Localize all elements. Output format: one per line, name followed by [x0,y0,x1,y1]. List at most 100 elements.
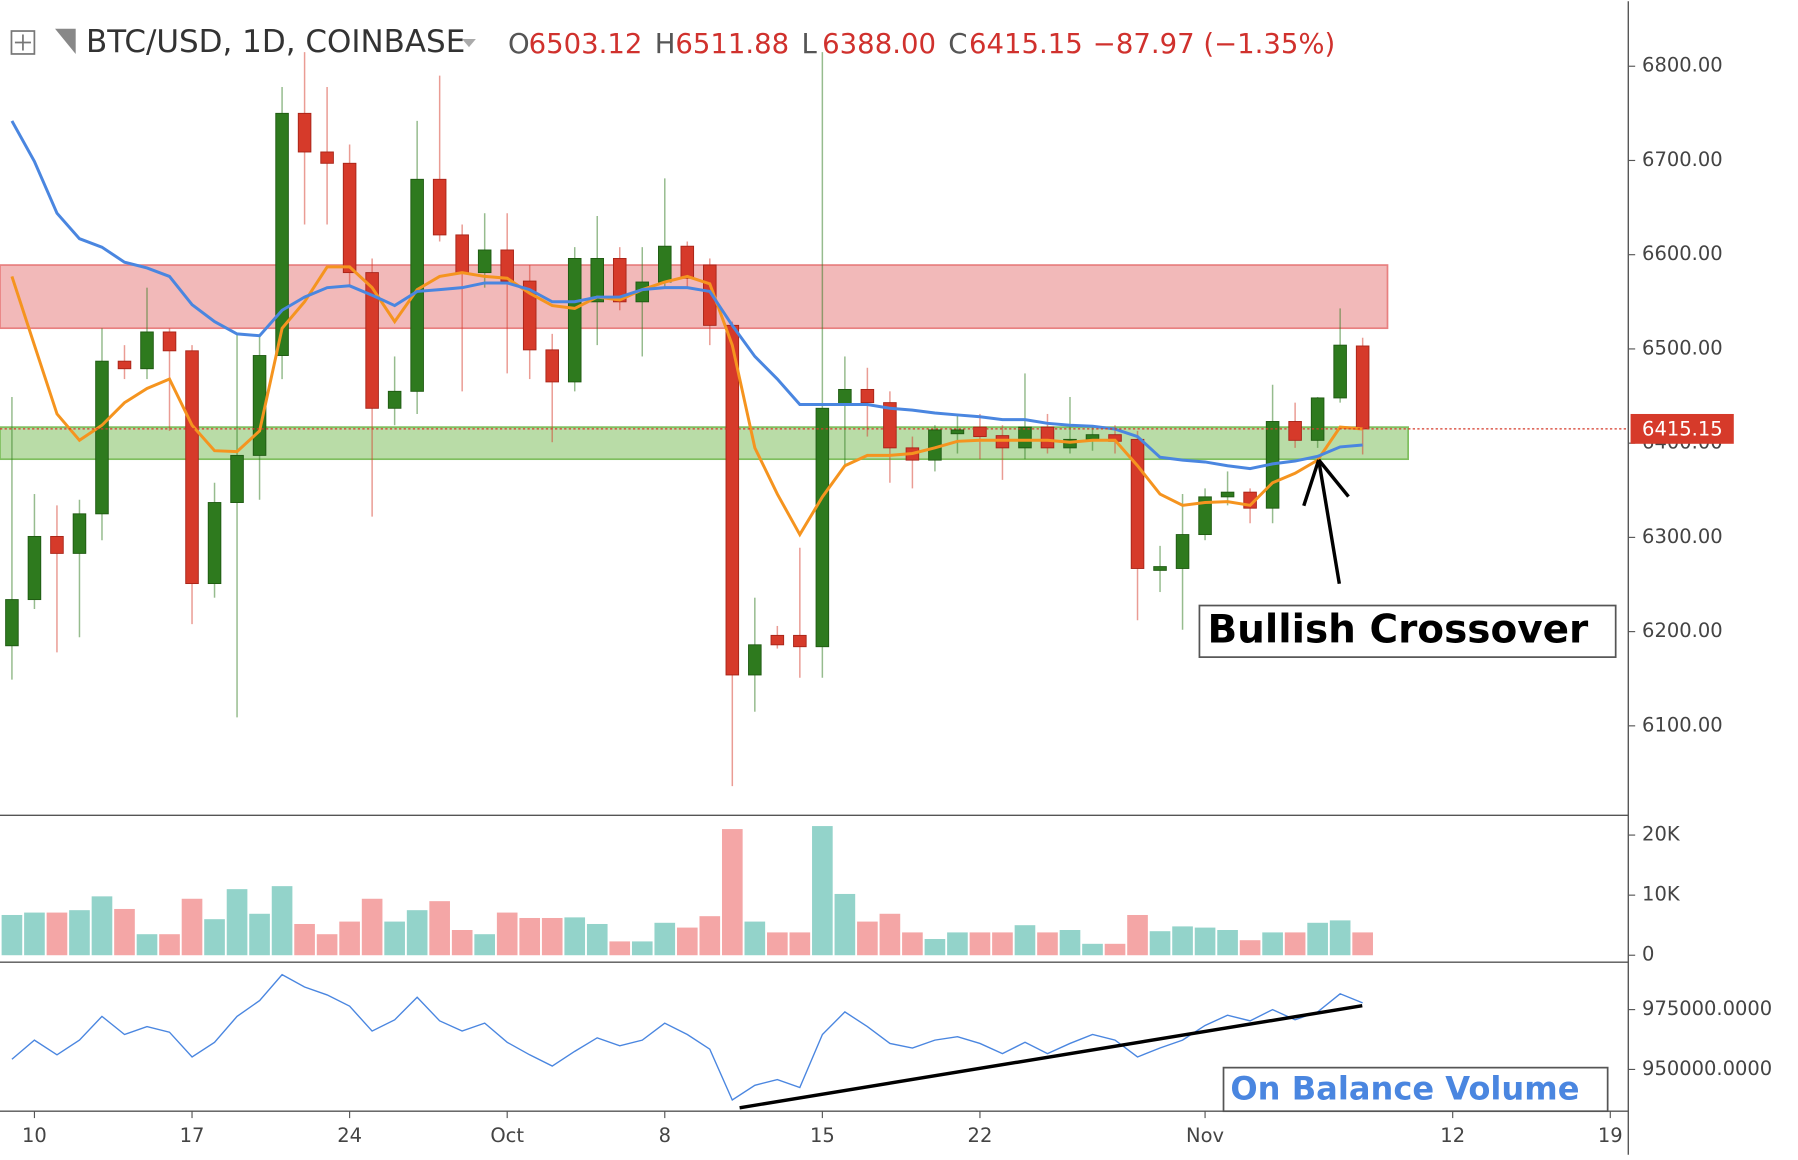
volume-bar [1262,932,1283,956]
x-tick-label: 17 [180,1124,205,1147]
candle-body [1085,434,1100,440]
add-icon[interactable] [10,30,36,55]
x-tick-label: 19 [1598,1124,1623,1147]
volume-bar [496,912,518,956]
annotation-box [1198,604,1617,658]
volume-bar [902,932,923,956]
volume-bar [451,929,473,956]
volume-bar [249,913,270,956]
x-tick-label: 24 [337,1124,362,1147]
candle-body [275,112,289,356]
volume-bar [1352,932,1373,956]
volume-bar [812,826,833,956]
volume-bar [699,916,721,956]
candle-body [185,350,199,585]
candle-body [140,331,154,370]
volume-bar [654,922,676,956]
volume-bar [586,923,608,956]
volume-bar [631,941,653,956]
volume-bar [609,941,631,956]
volume-bar [474,934,496,956]
candle-body [117,360,132,370]
volume-bar [1127,914,1148,956]
y-tick-label: 6700.00 [1642,148,1723,171]
annotation: Bullish Crossover [1207,607,1589,652]
volume-bar [676,927,698,956]
moving-average [10,120,1363,471]
price-change: −87.97 (−1.35%) [1093,28,1336,60]
ohlc-key: C [948,28,967,60]
zone [0,426,1409,461]
candle-body [680,245,695,279]
candle-body [658,245,672,283]
volume-bar [1239,940,1261,956]
volume-bar [879,913,901,956]
x-tick-label: 22 [968,1124,993,1147]
volume-bar [1329,920,1351,956]
ohlc-key: L [802,28,818,60]
volume-bar [339,921,360,956]
symbol[interactable]: BTC/USD, 1D, COINBASE [86,24,465,60]
volume-bar [46,912,68,956]
volume-bar [1014,925,1036,956]
candle-body [387,390,402,409]
volume-bar [204,919,225,956]
volume-bar [384,921,405,956]
candle-body [297,112,312,153]
volume-bar [1104,943,1126,956]
volume-bar [721,829,743,956]
ohlc-key: H [655,28,676,60]
ohlc-value: 6503.12 [529,28,643,60]
candle-body [27,535,42,601]
moving-average [10,265,1363,538]
candle-body [1175,534,1190,569]
candle-body [342,162,357,274]
volume-bar [159,934,180,956]
y-tick-label: 6800.00 [1642,54,1723,77]
volume-bar [564,917,586,956]
candle-body [1198,496,1212,536]
x-tick-label: Oct [490,1124,524,1147]
y-tick-label: 950000.0000 [1642,1057,1772,1080]
volume-bar [834,893,856,956]
candle-body [230,454,244,503]
volume-bar [114,908,135,956]
volume-bar [1284,932,1306,956]
candle-body [1333,344,1347,399]
volume-bar [316,934,338,956]
candle-body [72,513,87,554]
volume-bar [767,932,788,956]
x-tick-label: 12 [1440,1124,1465,1147]
candle-body [590,258,605,303]
candle-body [973,426,987,438]
volume-bar [1037,932,1058,956]
y-tick-label: 6200.00 [1642,619,1723,642]
candle-body [455,234,469,274]
volume-bar [1172,926,1193,956]
y-tick-label: 10K [1642,883,1681,906]
candle-body [5,599,19,647]
volume-bar [1059,929,1081,956]
volume-bar [136,934,158,956]
candle-body [365,272,379,409]
candle-body [95,360,109,515]
candle-body [477,249,492,274]
trend-line [739,1004,1363,1110]
candle-body [748,644,762,676]
candle-body [703,264,717,326]
y-tick-label: 0 [1642,943,1654,966]
candle-body [162,331,177,352]
volume-bar [1194,927,1216,956]
symbol-dropdown[interactable] [462,39,476,48]
volume-bar [181,898,203,956]
volume-bar [1217,929,1238,956]
arrow-head [1317,458,1350,498]
arrow [1316,459,1342,585]
y-tick-label: 6300.00 [1642,525,1723,548]
y-tick-label: 6600.00 [1642,242,1723,265]
y-tick-label: 6100.00 [1642,713,1723,736]
candle-body [320,151,334,164]
candle-body [432,178,447,236]
